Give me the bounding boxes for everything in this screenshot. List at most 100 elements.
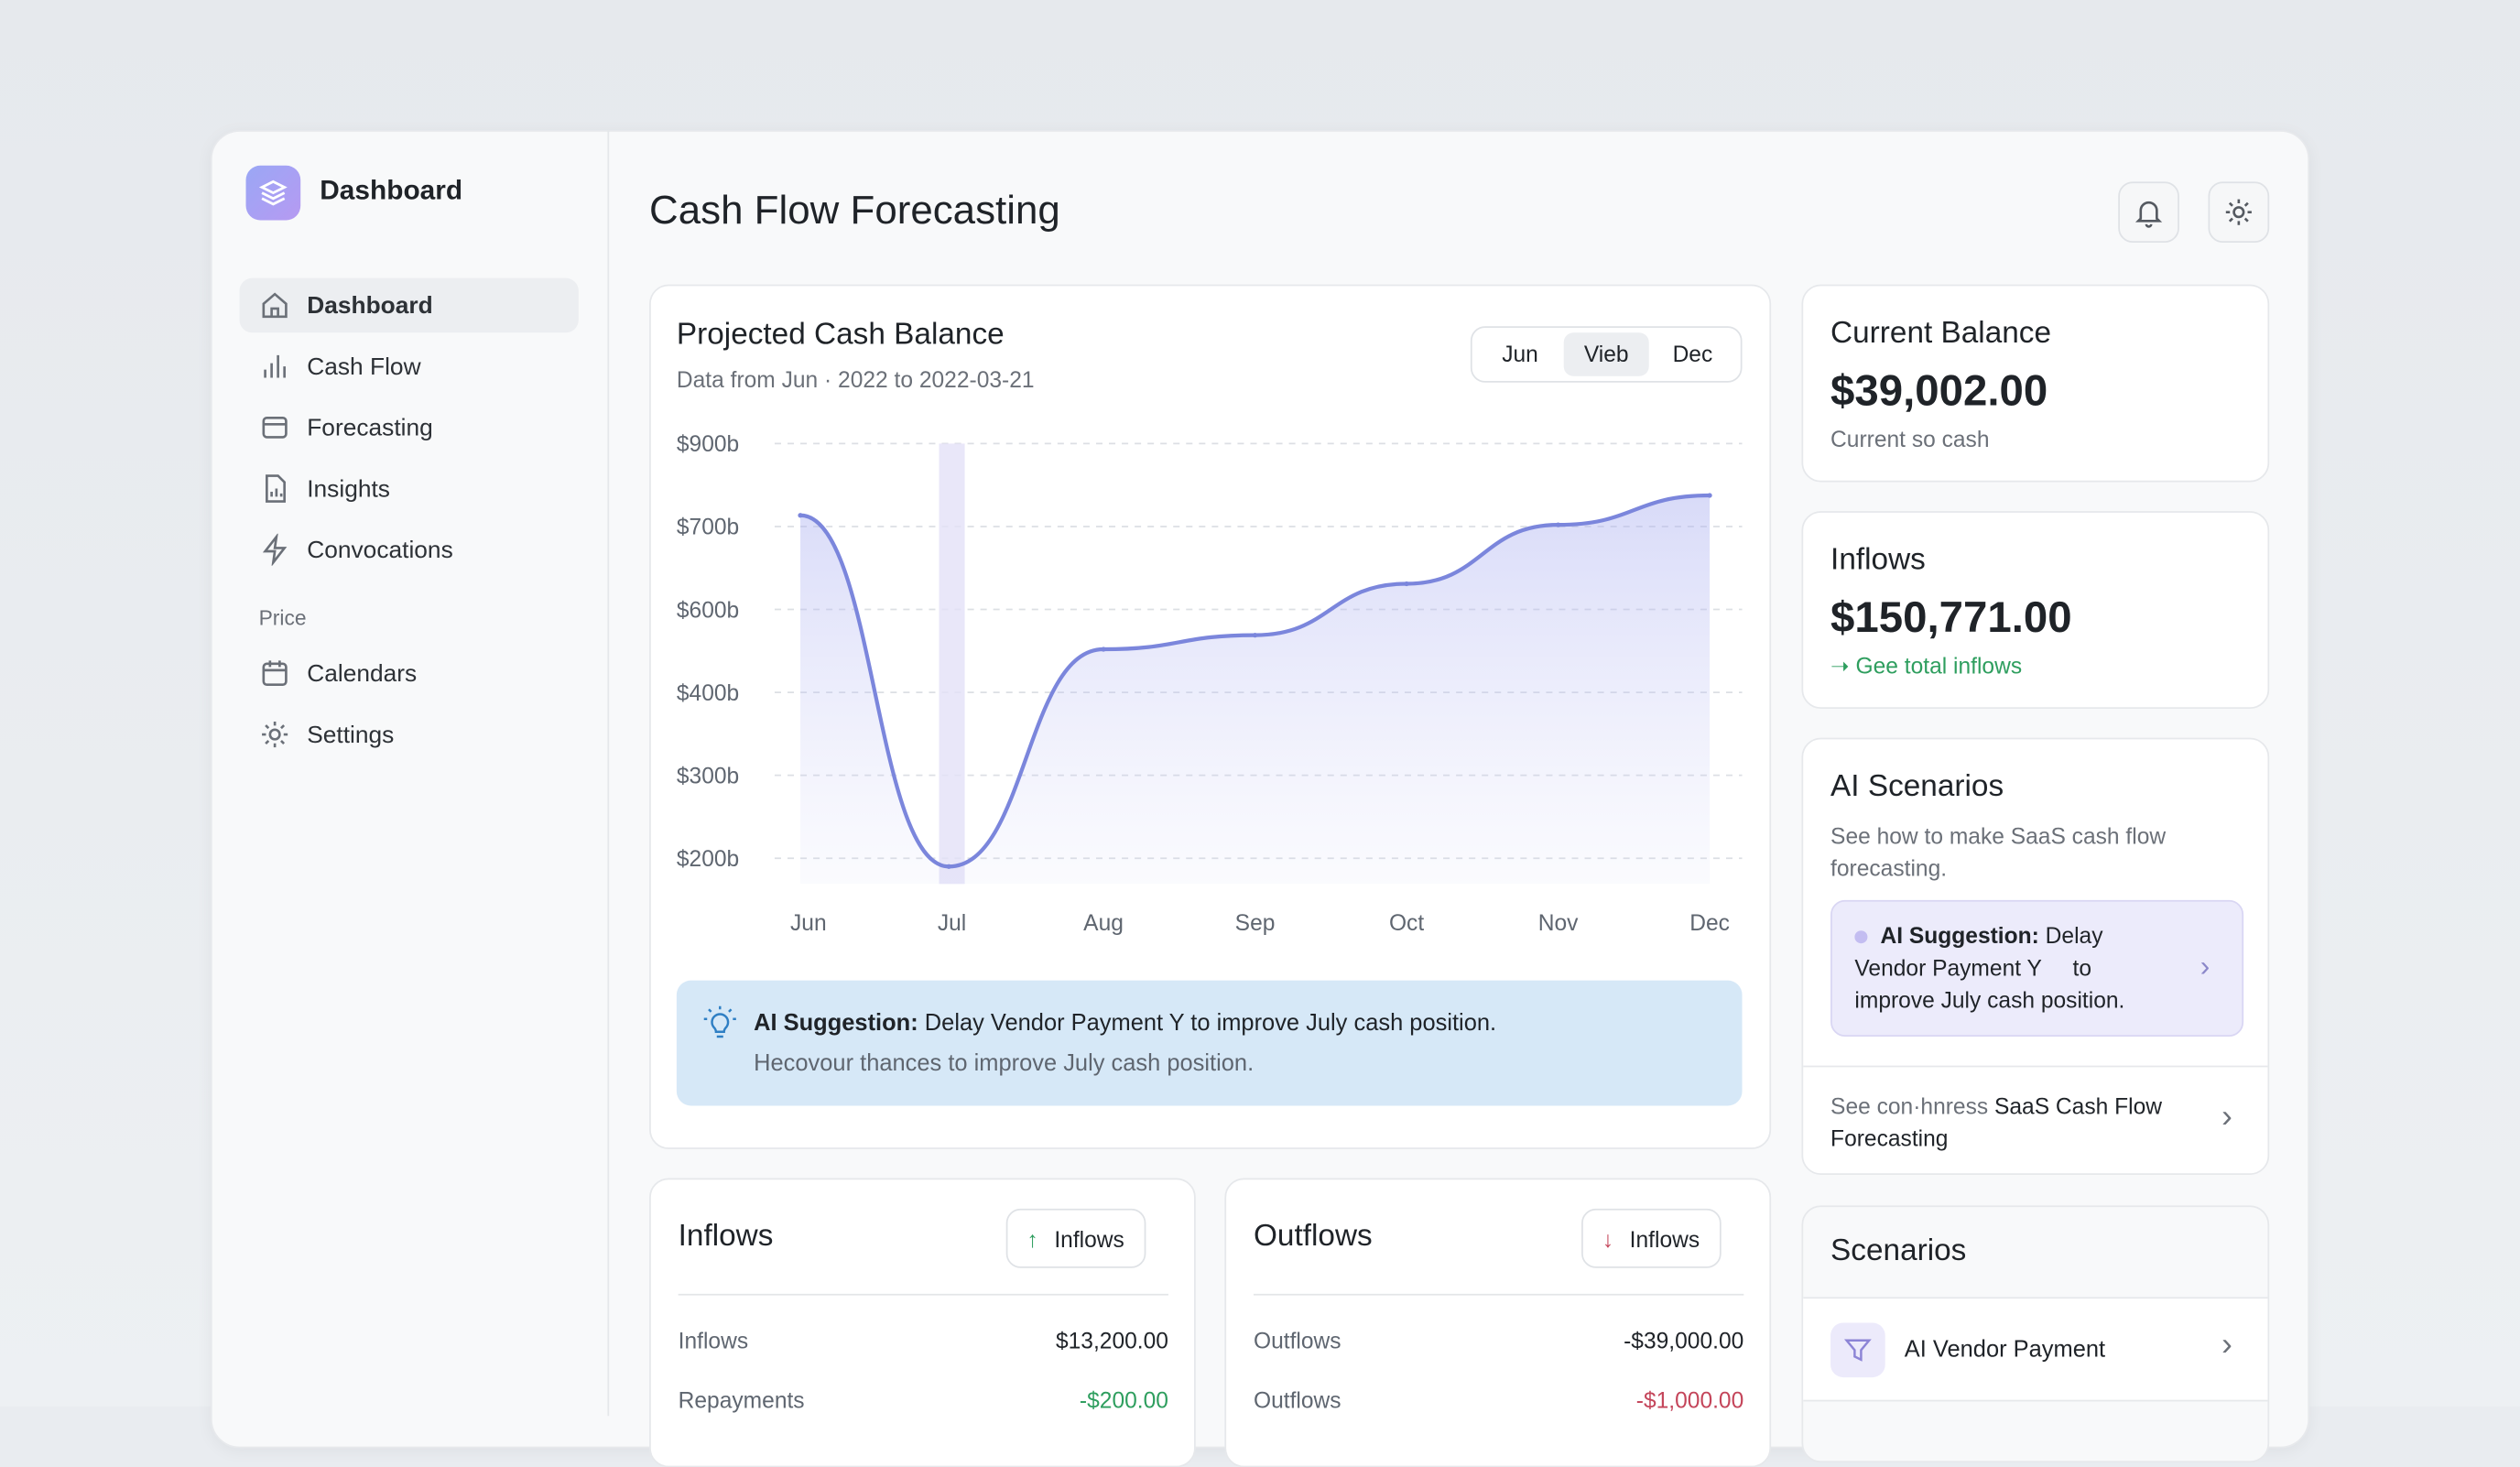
table-row: Outflows -$39,000.00 — [1254, 1328, 1743, 1353]
row-label: Outflows — [1253, 1327, 1341, 1353]
suggestion-text: Delay Vendor Payment Y to improve July c… — [918, 1010, 1497, 1038]
y-tick-label: $600b — [677, 598, 739, 623]
report-icon — [266, 474, 286, 503]
y-tick-label: $300b — [677, 764, 739, 788]
brand-name: Dashboard — [320, 175, 463, 206]
x-tick-label: Dec — [1689, 911, 1730, 936]
segment-vieb[interactable]: Vieb — [1563, 332, 1650, 376]
y-tick-label: $900b — [677, 432, 739, 457]
gear-icon — [262, 722, 288, 748]
data-point — [946, 864, 951, 869]
chevron-right-icon: › — [2221, 1327, 2232, 1364]
x-tick-label: Jul — [938, 911, 966, 936]
chevron-right-icon: › — [2200, 950, 2210, 983]
series-line — [799, 493, 1711, 869]
total-inflows-link[interactable]: ➝ Gee total inflows — [1830, 653, 2022, 680]
nav-label: Calendars — [307, 659, 418, 688]
current-balance-card: Current Balance $39,002.00 Current so ca… — [1801, 284, 2270, 483]
arrow-down-icon: ↓ — [1602, 1225, 1614, 1252]
table-row: Inflows $13,200.00 — [679, 1328, 1168, 1353]
nav-label: Settings — [307, 721, 395, 748]
chevron-right-icon: › — [2221, 1099, 2232, 1136]
inflows-card: Inflows ↑ Inflows Inflows $13,200.00 Repay… — [649, 1178, 1196, 1467]
row-value: -$39,000.00 — [1624, 1327, 1744, 1353]
highlight-band — [939, 443, 965, 885]
sidebar-item-settings[interactable]: Settings — [240, 707, 579, 762]
card-title: Scenarios — [1830, 1233, 1967, 1268]
row-value: $13,200.00 — [1055, 1327, 1168, 1353]
nav-label: Cash Flow — [307, 353, 421, 381]
row-label: Inflows — [678, 1327, 749, 1353]
suggestion-label: AI Suggestion: — [1880, 922, 2039, 949]
chart-title: Projected Cash Balance — [676, 318, 1005, 353]
card-title: Inflows — [678, 1220, 774, 1254]
area-fill — [800, 495, 1711, 885]
row-value: -$200.00 — [1079, 1386, 1168, 1413]
card-title: AI Scenarios — [1830, 769, 2004, 804]
bell-icon — [2134, 201, 2163, 228]
inflows-button[interactable]: ↑ Inflows — [1005, 1208, 1146, 1268]
period-selector: Jun Vieb Dec — [1470, 326, 1743, 383]
y-tick-label: $700b — [677, 516, 739, 540]
button-label: Inflows — [1054, 1225, 1124, 1252]
row-label: Outflows — [1253, 1386, 1341, 1413]
y-tick-label: $400b — [677, 681, 739, 706]
x-tick-label: Aug — [1083, 911, 1124, 936]
filter-icon — [1830, 1322, 1885, 1378]
ai-scenarios-card: AI Scenarios See how to make SaaS cash f… — [1801, 737, 2270, 1175]
nav-label: Dashboard — [307, 291, 433, 320]
sidebar-item-calendars[interactable]: Calendars — [240, 647, 579, 701]
row-value: -$1,000.00 — [1635, 1386, 1744, 1413]
outflows-card: Outflows ↓ Inflows Outflows -$39,000.00 Ou… — [1224, 1178, 1772, 1467]
sidebar — [211, 130, 610, 1417]
notifications-button[interactable] — [2118, 181, 2179, 244]
data-point — [798, 513, 803, 518]
button-label: Inflows — [1629, 1225, 1700, 1252]
lightbulb-icon — [703, 1005, 736, 1038]
logo-icon — [245, 165, 301, 221]
card-icon — [262, 417, 288, 439]
y-tick-label: $200b — [677, 847, 739, 872]
segment-jun[interactable]: Jun — [1502, 341, 1538, 367]
data-point — [1707, 493, 1712, 498]
sidebar-item-forecasting[interactable]: Forecasting — [240, 400, 579, 455]
data-point — [1252, 632, 1258, 638]
lightning-icon — [262, 533, 288, 566]
nav-label: Convocations — [307, 536, 453, 564]
arrow-right-icon: ➝ — [1830, 652, 1856, 679]
x-tick-label: Oct — [1389, 911, 1424, 936]
data-point — [1555, 522, 1561, 527]
link-text: Gee total inflows — [1855, 652, 2023, 679]
suggestion-subtext: Hecovour thances to improve July cash po… — [754, 1050, 1255, 1077]
sidebar-item-dashboard[interactable]: Dashboard — [239, 277, 579, 333]
ai-suggestion-item[interactable]: AI Suggestion: Delay Vendor Payment Y to… — [1830, 899, 2244, 1038]
sidebar-item-convocations[interactable]: Convocations — [240, 522, 579, 577]
sidebar-item-cash-flow[interactable]: Cash Flow — [240, 339, 579, 394]
suggestion-text: Delay Vendor Payment Y to improve July c… — [1854, 922, 2125, 1013]
bullet-icon — [1854, 930, 1868, 944]
suggestion-label: AI Suggestion: — [754, 1010, 918, 1038]
table-row: Outflows -$1,000.00 — [1254, 1387, 1743, 1413]
balance-subtext: Current so cash — [1830, 426, 1990, 452]
row-label: Repayments — [678, 1386, 805, 1413]
data-point — [1404, 581, 1409, 587]
scenario-item[interactable]: AI Vendor Payment › — [1803, 1297, 2268, 1402]
ai-suggestion-banner[interactable]: AI Suggestion: Delay Vendor Payment Y to… — [676, 980, 1743, 1106]
outflows-button[interactable]: ↓ Inflows — [1581, 1208, 1721, 1268]
segment-dec[interactable]: Dec — [1672, 341, 1713, 367]
card-description: See how to make SaaS cash flow forecasti… — [1830, 822, 2167, 881]
sidebar-item-insights[interactable]: Insights — [240, 462, 579, 516]
saas-forecasting-link[interactable]: See con·hnress SaaS Cash Flow Forecastin… — [1830, 1090, 2200, 1154]
settings-button[interactable] — [2208, 181, 2270, 244]
bar-chart-icon — [264, 354, 286, 378]
link-muted: See con·hnress — [1830, 1092, 1994, 1119]
inflows-summary-card: Inflows $150,771.00 ➝ Gee total inflows — [1801, 511, 2270, 709]
section-label: Price — [258, 605, 307, 630]
chart-subtitle: Data from Jun · 2022 to 2022-03-21 — [676, 366, 1035, 393]
card-title: Inflows — [1830, 543, 1926, 578]
cash-balance-chart: $900b $700b $600b $400b $300b $200b Jun Jul Aug S… — [677, 432, 1743, 936]
nav-label: Forecasting — [307, 413, 433, 441]
x-tick-label: Sep — [1235, 911, 1276, 936]
arrow-up-icon: ↑ — [1026, 1225, 1038, 1252]
balance-value: $39,002.00 — [1830, 366, 2048, 415]
